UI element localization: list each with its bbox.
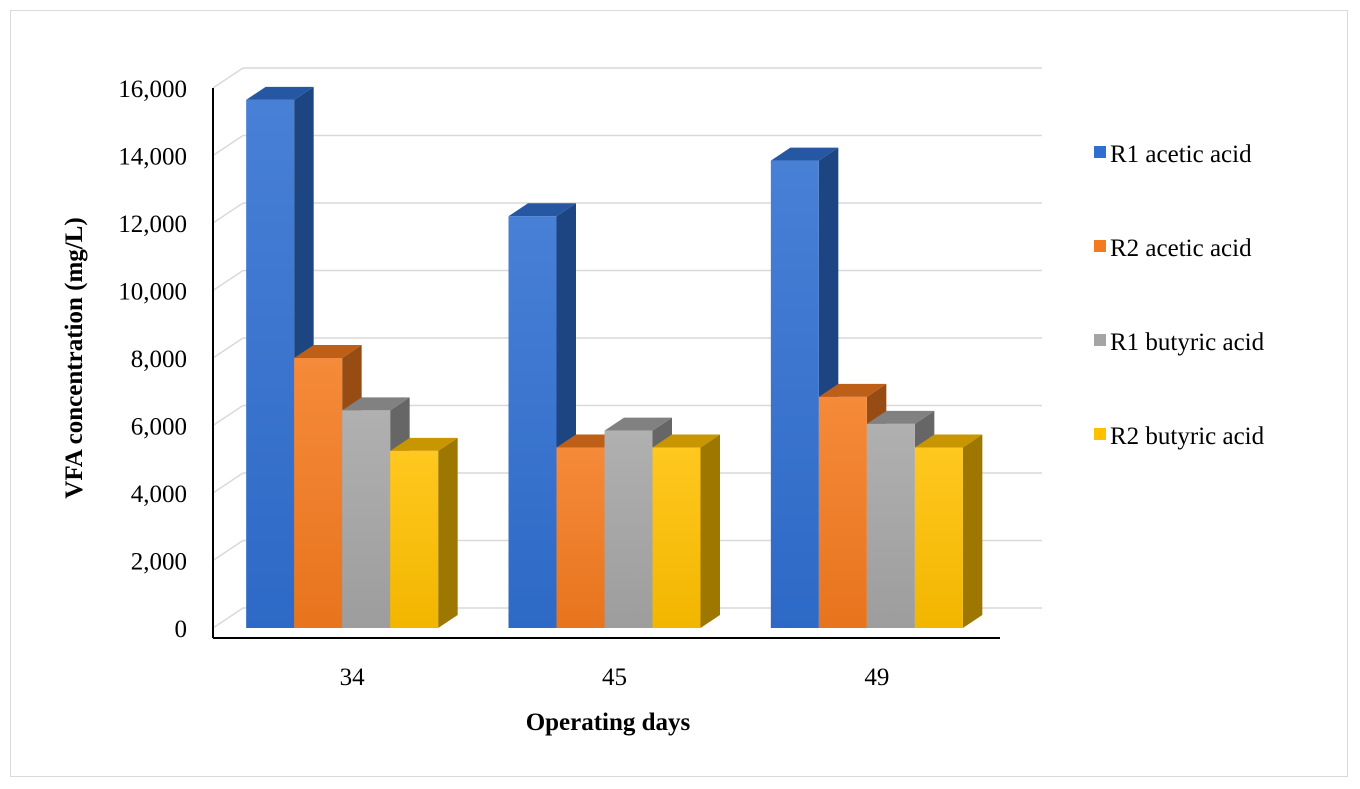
gridline-depth [212, 607, 244, 629]
bar-top [508, 203, 576, 217]
y-tick-labels: 0 2,000 4,000 6,000 8,000 10,000 12,000 14,000 1… [118, 76, 187, 643]
bar-front [342, 410, 391, 628]
legend-swatch [1094, 428, 1106, 440]
y-tick-label: 16,000 [118, 76, 187, 103]
legend-swatch [1094, 146, 1106, 158]
legend-entry: R1 acetic acid [1094, 141, 1252, 168]
legend-swatch [1094, 240, 1106, 252]
bar-front [508, 216, 557, 628]
gridline-depth [212, 269, 244, 292]
bar-top [294, 345, 362, 358]
bar [508, 203, 576, 628]
legend-entry: R2 acetic acid [1094, 235, 1252, 262]
chart-frame [10, 10, 1348, 777]
y-tick-label: 4,000 [131, 481, 187, 508]
gridline-depth [212, 134, 244, 157]
bars [246, 86, 983, 628]
bar-side [700, 434, 720, 628]
legend-label: R1 butyric acid [1110, 329, 1265, 356]
bar-front [604, 430, 653, 628]
legend-label: R1 acetic acid [1110, 141, 1252, 168]
bar-top [914, 434, 983, 448]
bar-top [390, 437, 458, 451]
bar-top [246, 86, 314, 100]
bar-top [652, 434, 720, 448]
legend-entry: R2 butyric acid [1094, 423, 1265, 450]
bar-top [770, 147, 839, 161]
y-tick-label: 8,000 [131, 346, 187, 373]
bar-front [818, 396, 867, 628]
y-tick-label: 0 [175, 616, 188, 643]
x-axis-title: Operating days [526, 709, 691, 736]
axes [212, 88, 1000, 639]
bar-front [390, 450, 439, 628]
y-axis-title: VFA concentration (mg/L) [61, 217, 88, 498]
bar-top [818, 383, 887, 397]
bar-front [770, 160, 819, 628]
y-tick-label: 14,000 [118, 144, 187, 171]
legend: R1 acetic acid R2 acetic acid R1 butyric a… [1094, 141, 1265, 450]
bar-front [914, 447, 963, 628]
bar-top [866, 410, 935, 424]
bar [652, 434, 720, 628]
gridline-depth [212, 337, 244, 359]
legend-entry: R1 butyric acid [1094, 329, 1265, 356]
bar-side [438, 437, 458, 628]
gridline-depth [212, 404, 244, 427]
legend-label: R2 acetic acid [1110, 235, 1252, 262]
x-tick-label: 49 [864, 664, 889, 691]
bar-top [604, 417, 672, 431]
y-tick-label: 12,000 [118, 211, 187, 238]
x-tick-labels: 34 45 49 [340, 664, 890, 691]
gridline-depth [212, 202, 244, 224]
bar [914, 434, 983, 628]
bar-front [294, 358, 343, 628]
bar-front [246, 99, 295, 628]
legend-label: R2 butyric acid [1110, 423, 1265, 450]
bar-front [652, 447, 701, 628]
gridline-depth [212, 67, 244, 89]
bar-front [556, 447, 605, 628]
x-tick-label: 45 [602, 664, 627, 691]
gridline-depth [212, 472, 244, 494]
legend-swatch [1094, 334, 1106, 346]
gridline-depth [212, 539, 244, 562]
bar [390, 437, 458, 628]
bar-side [962, 434, 983, 628]
y-tick-label: 6,000 [131, 414, 187, 441]
bar-top [342, 397, 410, 411]
y-tick-label: 10,000 [118, 279, 187, 306]
x-tick-label: 34 [340, 664, 366, 691]
bar-front [866, 423, 915, 628]
y-tick-label: 2,000 [131, 549, 187, 576]
